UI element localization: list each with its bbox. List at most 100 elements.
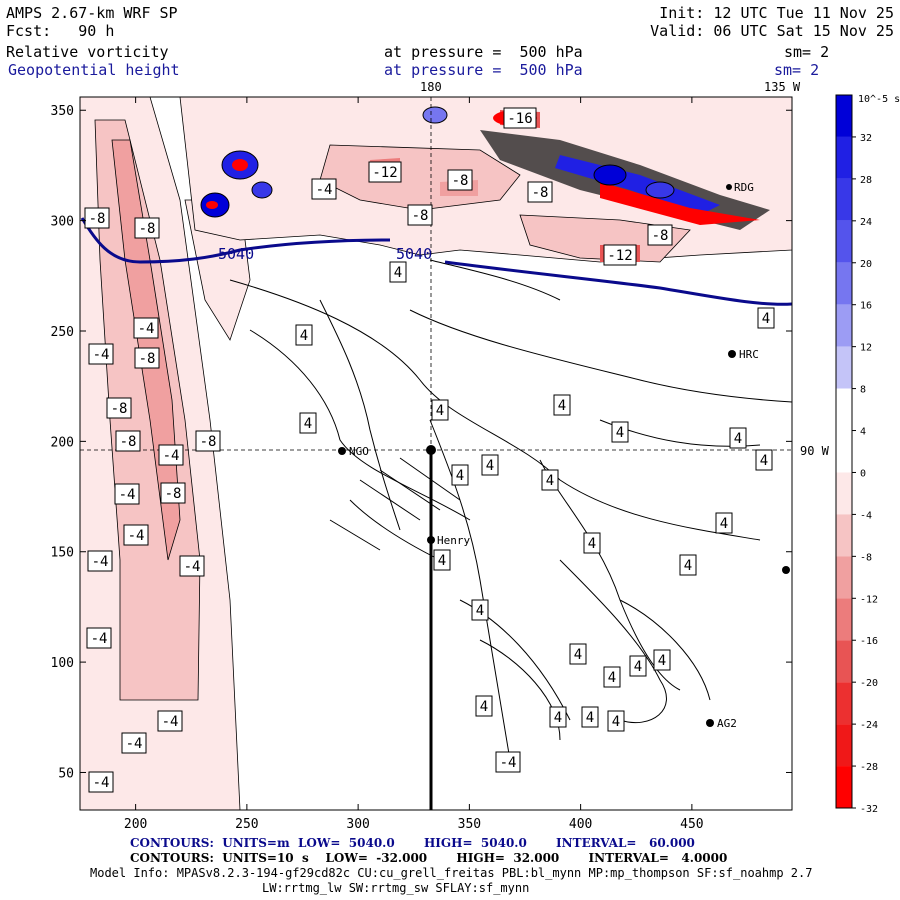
svg-text:4: 4	[546, 473, 554, 489]
svg-text:4: 4	[436, 403, 444, 419]
vorticity-contour-label: -4	[133, 317, 159, 339]
vorticity-contour-label: -8	[115, 430, 141, 452]
svg-text:-12: -12	[372, 165, 397, 181]
vorticity-contour-label: -8	[527, 181, 553, 203]
svg-text:-16: -16	[507, 111, 532, 127]
svg-text:-8: -8	[89, 211, 106, 227]
model-info-line2: LW:rrtmg_lw SW:rrtmg_sw SFLAY:sf_mynn	[262, 881, 530, 895]
svg-text:-8: -8	[165, 486, 182, 502]
geopotential-contour-5040	[80, 217, 792, 306]
init-time: Init: 12 UTC Tue 11 Nov 25	[659, 4, 894, 22]
x-tick-label: 300	[346, 817, 369, 830]
x-tick-label: 350	[458, 817, 481, 830]
field1-smoothing: sm= 2	[784, 43, 830, 61]
svg-text:4: 4	[476, 603, 484, 619]
colorbar-swatch	[836, 430, 852, 473]
station-label-hrc: HRC	[739, 348, 759, 361]
vorticity-contour-label: -4	[158, 444, 184, 466]
svg-text:-4: -4	[128, 528, 145, 544]
vorticity-contour-label: -12	[603, 244, 637, 266]
vorticity-contour-label: 4	[481, 454, 499, 476]
x-tick-label: 400	[569, 817, 592, 830]
svg-text:4: 4	[684, 558, 692, 574]
vorticity-contour-label: -8	[447, 169, 473, 191]
vorticity-contour-label: 4	[475, 695, 493, 717]
svg-text:-4: -4	[93, 775, 110, 791]
vorticity-contour-label: -8	[195, 430, 221, 452]
vorticity-contour-label: -4	[179, 555, 205, 577]
svg-text:-4: -4	[93, 347, 110, 363]
y-tick-label: 100	[51, 656, 74, 671]
vorticity-contour-label: -16	[503, 107, 537, 129]
vorticity-contour-label: 4	[549, 706, 567, 728]
y-tick-label: 200	[51, 435, 74, 450]
colorbar-swatch	[836, 136, 852, 179]
colorbar-tick-label: -4	[860, 510, 872, 521]
colorbar-swatch	[836, 514, 852, 557]
svg-text:-4: -4	[162, 714, 179, 730]
svg-text:-8: -8	[412, 208, 429, 224]
station-dot-east	[782, 566, 790, 574]
vorticity-contour-label: -4	[88, 771, 114, 793]
svg-text:4: 4	[608, 670, 616, 686]
svg-text:4: 4	[574, 647, 582, 663]
svg-text:-8: -8	[200, 434, 217, 450]
svg-text:4: 4	[612, 714, 620, 730]
station-label-ngo: NGO	[349, 445, 369, 458]
colorbar: 32 28 24 20 16 12 8 4 0 -4 -8 -12 -16 -20 -24 -28 -32	[835, 94, 878, 815]
y-tick-label: 150	[51, 546, 74, 561]
meridian-label-180: 180	[420, 80, 442, 94]
svg-text:4: 4	[720, 516, 728, 532]
colorbar-tick-label: 20	[860, 259, 872, 270]
svg-text:-8: -8	[652, 228, 669, 244]
vorticity-contour-label: -4	[157, 710, 183, 732]
model-title: AMPS 2.67-km WRF SP	[6, 4, 178, 22]
colorbar-swatch	[836, 178, 852, 221]
colorbar-tick-label: -28	[860, 762, 878, 773]
vorticity-contour-label: -4	[86, 627, 112, 649]
vorticity-contour-label: -4	[311, 178, 337, 200]
plot-frame	[79, 96, 793, 811]
station-label-ag2: AG2	[717, 717, 737, 730]
station-dot-ag2	[706, 719, 714, 727]
vortex-cluster-west	[200, 150, 273, 218]
svg-text:-4: -4	[126, 736, 143, 752]
svg-text:-4: -4	[500, 755, 517, 771]
y-tick-label: 350	[51, 104, 74, 119]
colorbar-swatch	[836, 682, 852, 725]
field2-level: at pressure = 500 hPa	[384, 61, 583, 79]
svg-text:-8: -8	[532, 185, 549, 201]
colorbar-tick-label: 32	[860, 133, 872, 144]
vorticity-contour-label: -8	[160, 482, 186, 504]
svg-text:-4: -4	[138, 321, 155, 337]
colorbar-swatch	[836, 640, 852, 683]
vorticity-contour-label: 4	[299, 412, 317, 434]
svg-text:-4: -4	[119, 487, 136, 503]
x-tick-label: 450	[680, 817, 703, 830]
colorbar-tick-label: 28	[860, 175, 872, 186]
colorbar-swatch	[836, 304, 852, 347]
vorticity-contour-label: -4	[87, 550, 113, 572]
colorbar-swatch	[836, 598, 852, 641]
svg-text:4: 4	[734, 431, 742, 447]
svg-text:-4: -4	[163, 448, 180, 464]
svg-text:4: 4	[616, 425, 624, 441]
station-label-rdg: RDG	[734, 181, 754, 194]
vorticity-contour-label: 4	[611, 421, 629, 443]
colorbar-tick-label: 24	[860, 217, 872, 228]
vorticity-contour-label: 4	[541, 469, 559, 491]
vorticity-contour-info: CONTOURS: UNITS=10 s LOW= -32.000 HIGH= …	[130, 851, 728, 865]
colorbar-swatch	[836, 556, 852, 599]
colorbar-tick-label: -16	[860, 636, 878, 647]
svg-text:-8: -8	[452, 173, 469, 189]
colorbar-swatch	[836, 724, 852, 767]
station-dot-rdg	[726, 184, 732, 190]
colorbar-tick-label: 8	[860, 385, 866, 396]
valid-time: Valid: 06 UTC Sat 15 Nov 25	[650, 22, 894, 40]
colorbar-tick-label: -20	[860, 678, 878, 689]
vorticity-contour-label: -8	[84, 207, 110, 229]
svg-text:-8: -8	[139, 351, 156, 367]
vorticity-contour-label: -8	[647, 224, 673, 246]
station-label-henry: Henry	[437, 534, 470, 547]
colorbar-tick-label: -8	[860, 552, 872, 563]
